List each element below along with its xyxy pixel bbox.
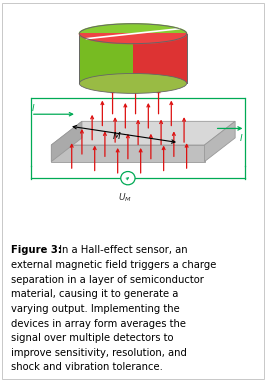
Polygon shape xyxy=(79,34,187,44)
Text: $U_M$: $U_M$ xyxy=(118,191,132,204)
Ellipse shape xyxy=(79,73,187,93)
Text: devices in array form averages the: devices in array form averages the xyxy=(11,319,186,329)
Polygon shape xyxy=(133,34,187,83)
Polygon shape xyxy=(51,145,205,162)
Text: I: I xyxy=(240,134,243,143)
Polygon shape xyxy=(51,121,235,145)
Text: varying output. Implementing the: varying output. Implementing the xyxy=(11,304,179,314)
Polygon shape xyxy=(79,34,133,83)
Text: material, causing it to generate a: material, causing it to generate a xyxy=(11,289,178,299)
Text: improve sensitivity, resolution, and: improve sensitivity, resolution, and xyxy=(11,348,186,358)
Polygon shape xyxy=(51,121,82,162)
Circle shape xyxy=(121,172,135,185)
Text: M: M xyxy=(113,132,120,141)
Text: external magnetic field triggers a charge: external magnetic field triggers a charg… xyxy=(11,260,216,270)
Text: Figure 3:: Figure 3: xyxy=(11,245,61,255)
Text: separation in a layer of semiconductor: separation in a layer of semiconductor xyxy=(11,275,203,285)
Polygon shape xyxy=(205,121,235,162)
Text: shock and vibration tolerance.: shock and vibration tolerance. xyxy=(11,363,163,372)
Polygon shape xyxy=(79,24,187,34)
Text: I: I xyxy=(32,104,35,113)
Text: signal over multiple detectors to: signal over multiple detectors to xyxy=(11,333,173,343)
Text: In a Hall-effect sensor, an: In a Hall-effect sensor, an xyxy=(56,245,188,255)
